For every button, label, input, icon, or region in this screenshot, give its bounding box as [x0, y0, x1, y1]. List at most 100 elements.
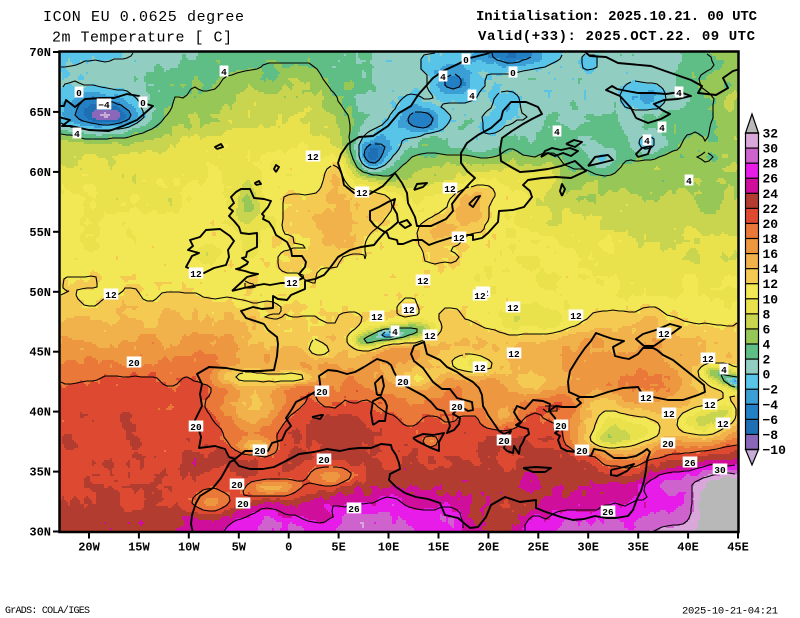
svg-text:0: 0 [76, 88, 82, 99]
svg-text:40E: 40E [677, 541, 699, 555]
svg-text:−4: −4 [98, 100, 110, 111]
svg-text:4: 4 [469, 91, 475, 102]
svg-text:4: 4 [644, 136, 650, 147]
svg-text:22: 22 [763, 202, 779, 217]
svg-text:24: 24 [763, 187, 779, 202]
svg-text:26: 26 [684, 458, 696, 469]
svg-text:12: 12 [702, 354, 714, 365]
svg-text:0: 0 [510, 68, 516, 79]
svg-text:10: 10 [763, 292, 779, 307]
svg-text:−2: −2 [763, 383, 779, 398]
svg-text:35E: 35E [627, 541, 649, 555]
svg-text:4: 4 [659, 123, 665, 134]
svg-text:4: 4 [221, 67, 227, 78]
svg-text:2: 2 [763, 353, 771, 368]
svg-text:20: 20 [231, 480, 243, 491]
svg-text:12: 12 [474, 363, 486, 374]
svg-text:20: 20 [318, 455, 330, 466]
svg-text:65N: 65N [29, 106, 51, 120]
svg-text:2m Temperature [ C]: 2m Temperature [ C] [52, 30, 232, 47]
svg-text:10W: 10W [178, 541, 200, 555]
svg-text:−8: −8 [763, 428, 779, 443]
svg-text:Valid(+33): 2025.OCT.22. 09 UT: Valid(+33): 2025.OCT.22. 09 UTC [478, 29, 756, 45]
svg-text:0: 0 [140, 98, 146, 109]
svg-text:4: 4 [676, 88, 682, 99]
svg-text:18: 18 [763, 232, 779, 247]
svg-text:26: 26 [763, 172, 779, 187]
svg-text:12: 12 [286, 278, 298, 289]
svg-text:15W: 15W [128, 541, 150, 555]
svg-text:20: 20 [254, 446, 266, 457]
svg-text:30E: 30E [577, 541, 599, 555]
svg-text:12: 12 [474, 291, 486, 302]
svg-text:4: 4 [554, 127, 560, 138]
svg-text:20: 20 [190, 422, 202, 433]
svg-text:70N: 70N [29, 46, 51, 60]
svg-text:15E: 15E [428, 541, 450, 555]
svg-text:30: 30 [714, 465, 726, 476]
svg-text:20: 20 [451, 402, 463, 413]
svg-text:ICON EU 0.0625 degree: ICON EU 0.0625 degree [43, 9, 244, 26]
svg-text:−10: −10 [763, 443, 787, 458]
svg-text:25E: 25E [527, 541, 549, 555]
svg-text:20: 20 [397, 377, 409, 388]
svg-text:45E: 45E [727, 541, 749, 555]
svg-text:12: 12 [403, 305, 415, 316]
svg-text:12: 12 [508, 349, 520, 360]
svg-text:12: 12 [307, 152, 319, 163]
svg-text:20: 20 [316, 387, 328, 398]
svg-text:4: 4 [721, 365, 727, 376]
svg-text:12: 12 [105, 290, 117, 301]
svg-text:20E: 20E [478, 541, 500, 555]
svg-text:12: 12 [507, 303, 519, 314]
svg-text:6: 6 [763, 322, 771, 337]
svg-text:12: 12 [444, 184, 456, 195]
svg-text:12: 12 [424, 331, 436, 342]
svg-text:55N: 55N [29, 226, 51, 240]
svg-text:−4: −4 [763, 398, 779, 413]
svg-text:4: 4 [74, 129, 80, 140]
svg-text:12: 12 [453, 233, 465, 244]
svg-text:12: 12 [640, 393, 652, 404]
svg-text:12: 12 [356, 188, 368, 199]
svg-text:12: 12 [190, 269, 202, 280]
svg-text:12: 12 [717, 419, 729, 430]
svg-text:5E: 5E [331, 541, 345, 555]
svg-text:35N: 35N [29, 466, 51, 480]
svg-text:Initialisation: 2025.10.21. 00: Initialisation: 2025.10.21. 00 UTC [476, 9, 758, 25]
svg-text:20: 20 [576, 446, 588, 457]
svg-text:12: 12 [417, 276, 429, 287]
svg-text:60N: 60N [29, 166, 51, 180]
svg-text:20: 20 [498, 436, 510, 447]
svg-text:4: 4 [440, 72, 446, 83]
svg-text:GrADS: COLA/IGES: GrADS: COLA/IGES [5, 605, 90, 617]
svg-text:26: 26 [348, 504, 360, 515]
svg-text:45N: 45N [29, 346, 51, 360]
svg-text:20: 20 [237, 499, 249, 510]
svg-text:8: 8 [763, 307, 771, 322]
svg-text:12: 12 [570, 311, 582, 322]
svg-text:30N: 30N [29, 526, 51, 540]
svg-text:20: 20 [555, 421, 567, 432]
svg-text:4: 4 [763, 338, 771, 353]
svg-text:12: 12 [658, 329, 670, 340]
svg-text:2025-10-21-04:21: 2025-10-21-04:21 [682, 606, 778, 618]
svg-text:5W: 5W [232, 541, 247, 555]
svg-text:20: 20 [128, 358, 140, 369]
svg-text:40N: 40N [29, 406, 51, 420]
svg-text:0: 0 [285, 541, 292, 555]
svg-text:50N: 50N [29, 286, 51, 300]
svg-text:0: 0 [463, 55, 469, 66]
svg-text:26: 26 [602, 507, 614, 518]
svg-text:16: 16 [763, 247, 779, 262]
svg-text:−6: −6 [763, 413, 779, 428]
svg-text:20W: 20W [78, 541, 100, 555]
svg-text:20: 20 [763, 217, 779, 232]
svg-text:12: 12 [704, 400, 716, 411]
svg-text:20: 20 [662, 439, 674, 450]
svg-text:12: 12 [763, 277, 779, 292]
svg-text:4: 4 [686, 176, 692, 187]
svg-text:30: 30 [763, 142, 779, 157]
svg-text:14: 14 [763, 262, 779, 277]
svg-text:10E: 10E [378, 541, 400, 555]
